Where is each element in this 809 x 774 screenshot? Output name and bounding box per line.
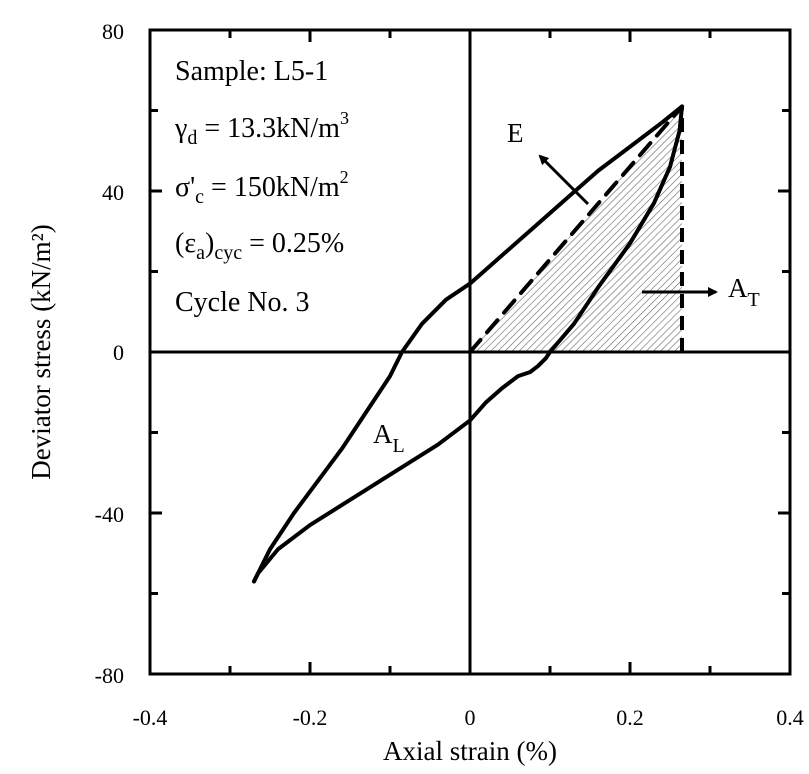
x-tick-label: 0 — [465, 705, 476, 730]
info-cycle: Cycle No. 3 — [175, 287, 310, 318]
series-layer — [252, 104, 684, 584]
info-epsilon: (εa)cyc = 0.25% — [175, 228, 344, 264]
y-tick-label: 80 — [102, 19, 124, 44]
annotation-AT: AT — [728, 273, 760, 311]
hysteresis-unloading-curve — [252, 104, 684, 584]
y-tick-label: 0 — [113, 340, 124, 365]
info-box: Sample: L5-1 γd = 13.3kN/m3 σ'c = 150kN/… — [174, 56, 349, 318]
arrow-E — [538, 154, 590, 206]
x-tick-label: 0.2 — [616, 705, 644, 730]
y-tick-label: 40 — [102, 180, 124, 205]
x-tick-label: -0.2 — [293, 705, 328, 730]
annotation-E: E — [507, 118, 524, 148]
hysteresis-loading-curve — [252, 104, 684, 584]
info-gamma: γd = 13.3kN/m3 — [174, 108, 349, 149]
y-tick-label: -80 — [95, 663, 124, 688]
y-axis-title: Deviator stress (kN/m²) — [26, 224, 56, 480]
tick-marks — [148, 28, 792, 676]
x-tick-labels: -0.4 -0.2 0 0.2 0.4 — [133, 705, 804, 730]
info-sample: Sample: L5-1 — [175, 56, 328, 87]
annotation-AL: AL — [373, 419, 405, 457]
info-sigma: σ'c = 150kN/m2 — [175, 167, 349, 208]
x-axis-title: Axial strain (%) — [383, 736, 557, 766]
secant-modulus-line — [468, 104, 684, 354]
x-tick-label: 0.4 — [776, 705, 804, 730]
x-tick-label: -0.4 — [133, 705, 168, 730]
y-tick-labels: 80 40 0 -40 -80 — [95, 19, 124, 688]
y-tick-label: -40 — [95, 502, 124, 527]
